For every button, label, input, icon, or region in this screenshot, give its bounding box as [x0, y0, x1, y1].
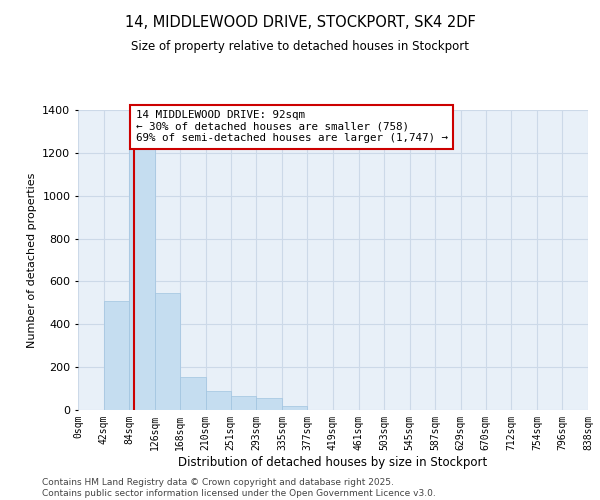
X-axis label: Distribution of detached houses by size in Stockport: Distribution of detached houses by size …: [178, 456, 488, 468]
Bar: [282, 406, 307, 410]
Bar: [129, 140, 155, 410]
Text: Contains HM Land Registry data © Crown copyright and database right 2025.
Contai: Contains HM Land Registry data © Crown c…: [42, 478, 436, 498]
Text: 14 MIDDLEWOOD DRIVE: 92sqm
← 30% of detached houses are smaller (758)
69% of sem: 14 MIDDLEWOOD DRIVE: 92sqm ← 30% of deta…: [136, 110, 448, 143]
Bar: [256, 398, 282, 410]
Bar: [155, 293, 180, 410]
Text: 14, MIDDLEWOOD DRIVE, STOCKPORT, SK4 2DF: 14, MIDDLEWOOD DRIVE, STOCKPORT, SK4 2DF: [125, 15, 475, 30]
Text: Size of property relative to detached houses in Stockport: Size of property relative to detached ho…: [131, 40, 469, 53]
Y-axis label: Number of detached properties: Number of detached properties: [26, 172, 37, 348]
Bar: [231, 396, 256, 410]
Bar: [206, 390, 231, 410]
Bar: [104, 300, 129, 410]
Bar: [180, 377, 206, 410]
